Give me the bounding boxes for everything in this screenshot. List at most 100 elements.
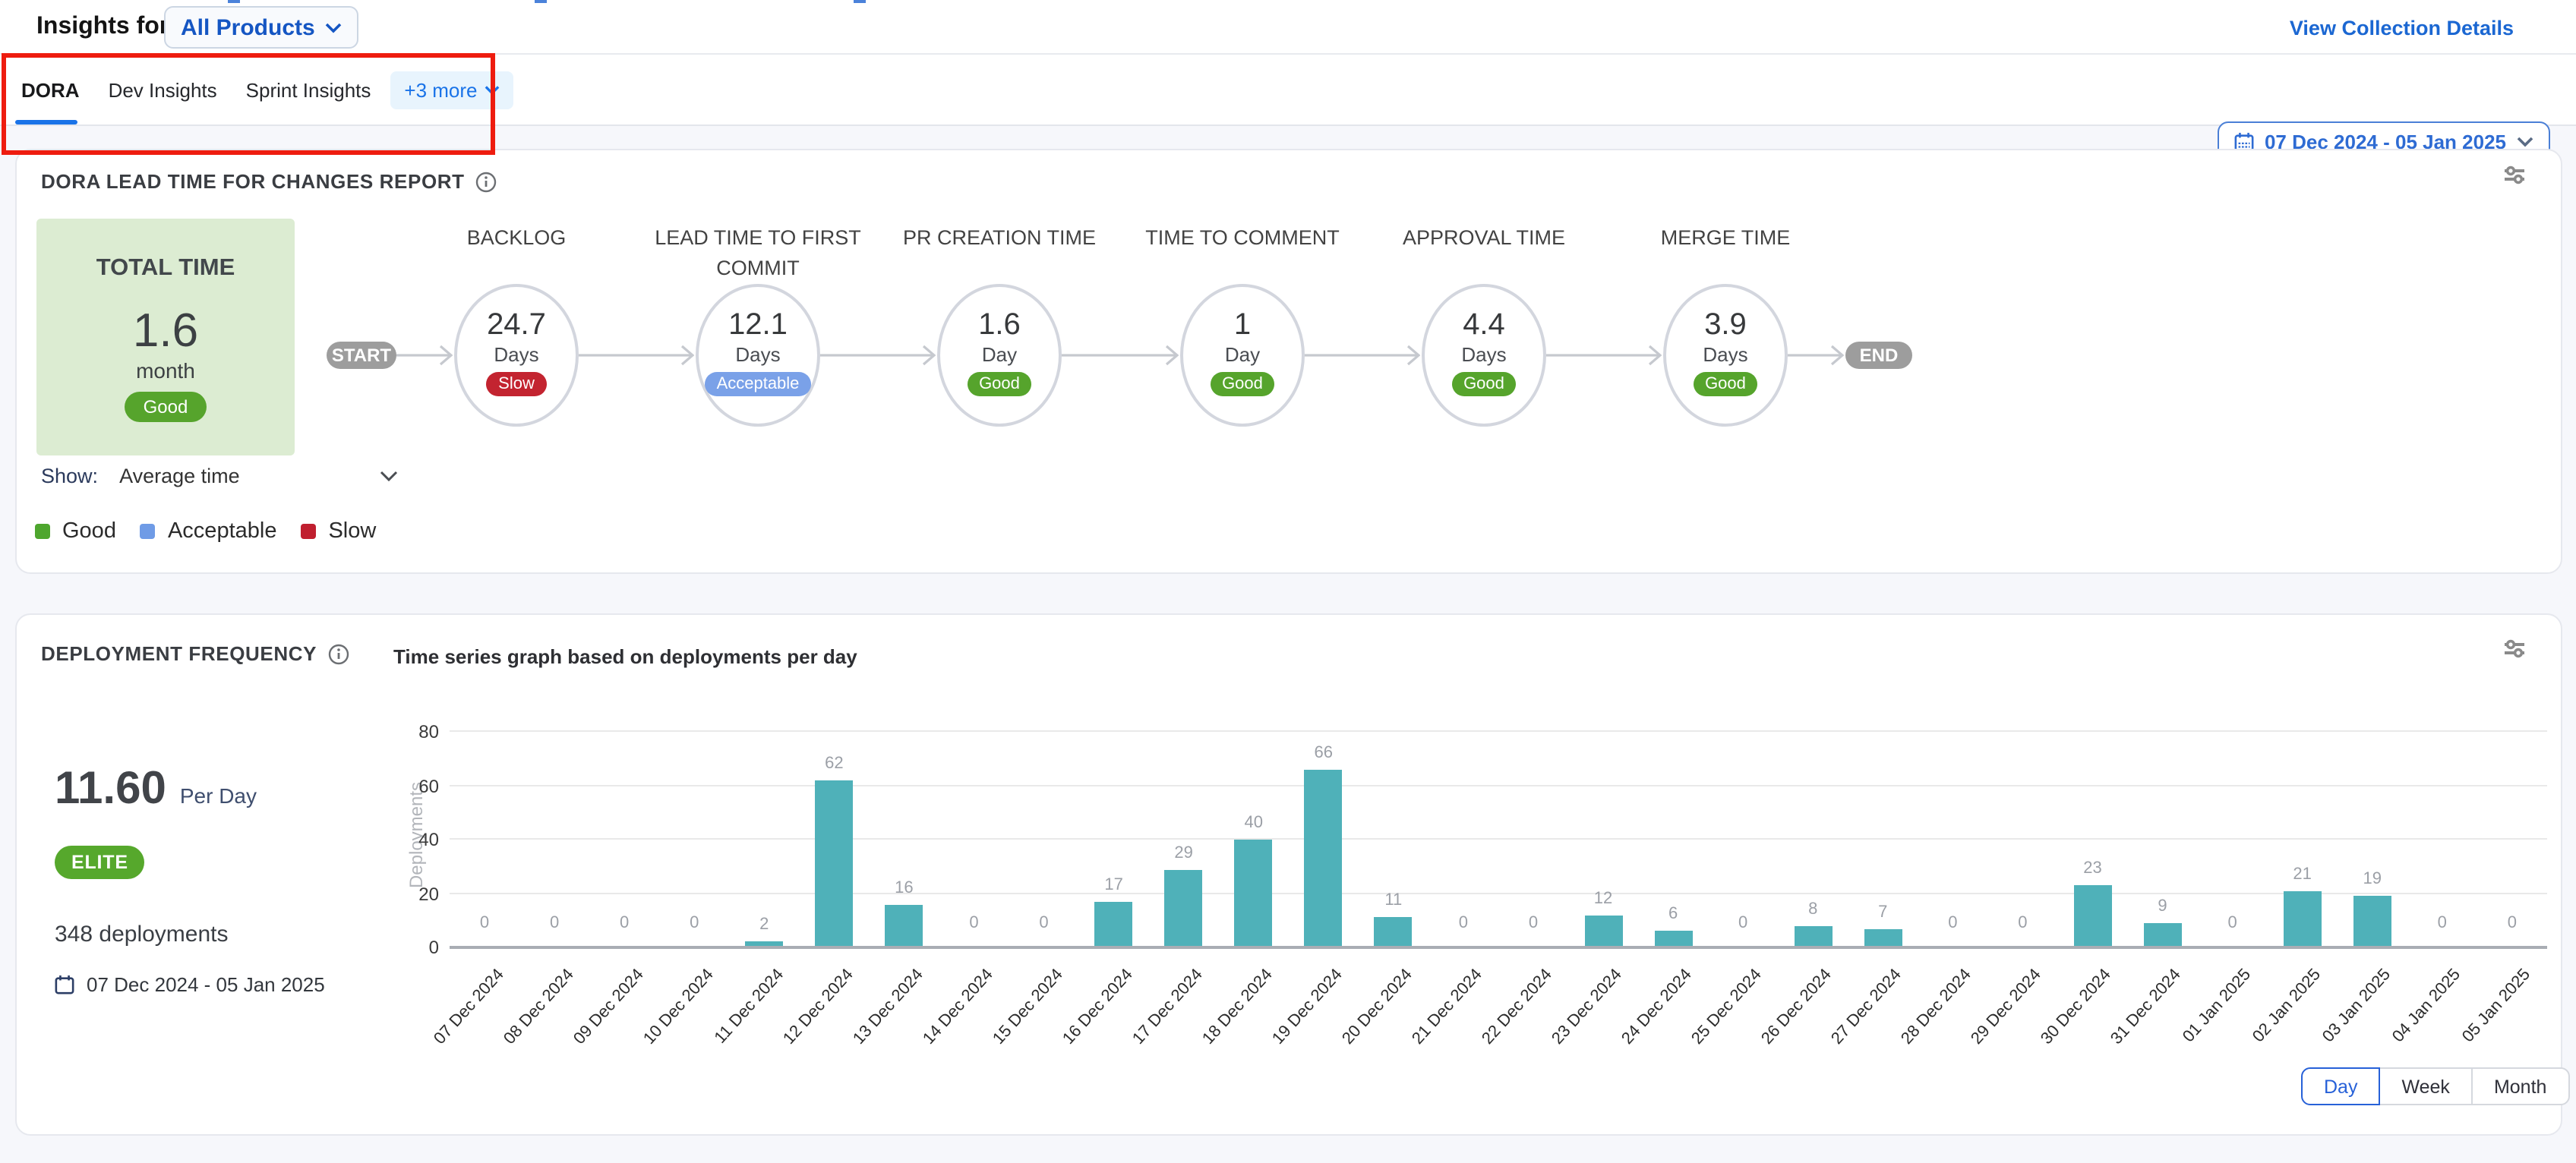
bar[interactable] (2073, 885, 2111, 947)
bar-slot[interactable]: 2 (729, 730, 799, 947)
bar-value-label: 0 (2438, 914, 2447, 932)
bar-slot[interactable]: 0 (450, 730, 519, 947)
bar[interactable] (1654, 931, 1692, 947)
bar-slot[interactable]: 23 (2057, 730, 2127, 947)
bar-slot[interactable]: 0 (519, 730, 589, 947)
bar[interactable] (885, 905, 923, 947)
stage-value: 3.9 (1666, 308, 1785, 342)
bar-slot[interactable]: 0 (2477, 730, 2547, 947)
bar-slot[interactable]: 17 (1079, 730, 1149, 947)
granularity-week[interactable]: Week (2379, 1067, 2472, 1105)
info-icon[interactable] (327, 643, 349, 664)
bar-slot[interactable]: 16 (869, 730, 939, 947)
bar-slot[interactable]: 0 (2198, 730, 2268, 947)
bar[interactable] (1235, 840, 1273, 947)
bar[interactable] (815, 780, 853, 947)
flow-arrow (1305, 343, 1420, 367)
bar-value-label: 0 (690, 914, 699, 932)
stage-value: 12.1 (699, 308, 817, 342)
bar[interactable] (1305, 770, 1343, 947)
bar-value-label: 0 (969, 914, 978, 932)
show-metric-dropdown[interactable]: Show: Average time (41, 465, 398, 487)
bar-slot[interactable]: 66 (1289, 730, 1359, 947)
stage-pr-creation-time[interactable]: 1.6DayGood (937, 284, 1062, 427)
chart-title: Time series graph based on deployments p… (393, 645, 857, 668)
stage-rating-badge: Acceptable (705, 372, 812, 396)
bar[interactable] (1375, 917, 1413, 947)
bar-slot[interactable]: 12 (1568, 730, 1638, 947)
bar-value-label: 11 (1384, 891, 1402, 909)
granularity-day[interactable]: Day (2301, 1067, 2380, 1105)
bar-slot[interactable]: 0 (1428, 730, 1498, 947)
more-tabs-dropdown[interactable]: +3 more (390, 71, 513, 109)
stage-label: APPROVAL TIME (1365, 223, 1602, 253)
bar-slot[interactable]: 0 (589, 730, 659, 947)
flow-arrow (820, 343, 936, 367)
deployment-frequency-card: DEPLOYMENT FREQUENCY Time series graph b… (15, 613, 2562, 1136)
stage-time-to-comment[interactable]: 1DayGood (1180, 284, 1305, 427)
chevron-down-icon (326, 22, 343, 33)
bar-slot[interactable]: 29 (1149, 730, 1219, 947)
chart-settings-icon[interactable] (2503, 638, 2526, 659)
flow-arrow (396, 343, 453, 367)
page-header: Insights for All Products View Collectio… (0, 0, 2576, 55)
bar-slot[interactable]: 11 (1359, 730, 1428, 947)
tab-sprint-insights[interactable]: Sprint Insights (246, 78, 371, 101)
bar-slot[interactable]: 0 (1918, 730, 1987, 947)
tab-dev-insights[interactable]: Dev Insights (109, 78, 217, 101)
bar-slot[interactable]: 62 (799, 730, 869, 947)
bar-value-label: 16 (895, 879, 914, 897)
bar-slot[interactable]: 19 (2338, 730, 2407, 947)
bar-slot[interactable]: 40 (1219, 730, 1289, 947)
bar-slot[interactable]: 0 (1009, 730, 1079, 947)
bar-slot[interactable]: 6 (1638, 730, 1708, 947)
bar[interactable] (2144, 923, 2182, 947)
elite-badge: ELITE (55, 846, 145, 879)
bar[interactable] (1864, 929, 1902, 947)
stage-lead-time-to-first-commit[interactable]: 12.1DaysAcceptable (696, 284, 820, 427)
stage-label: BACKLOG (398, 223, 635, 253)
bar[interactable] (1165, 870, 1203, 947)
stage-rating-badge: Slow (486, 372, 547, 396)
stage-approval-time[interactable]: 4.4DaysGood (1422, 284, 1546, 427)
tab-dora[interactable]: DORA (21, 78, 80, 101)
bar-slot[interactable]: 21 (2268, 730, 2338, 947)
info-icon[interactable] (475, 171, 497, 192)
bar-value-label: 0 (1529, 914, 1538, 932)
bar-slot[interactable]: 9 (2128, 730, 2198, 947)
stage-merge-time[interactable]: 3.9DaysGood (1663, 284, 1788, 427)
bar-slot[interactable]: 0 (1708, 730, 1778, 947)
stage-unit: Day (940, 342, 1059, 367)
bar[interactable] (1095, 902, 1133, 947)
page-title: Insights for (36, 14, 169, 41)
flow-start-pill: START (327, 342, 396, 369)
chart-settings-icon[interactable] (2503, 164, 2526, 185)
show-label: Show: (41, 465, 98, 487)
stage-rating-badge: Good (1451, 372, 1517, 396)
bar-value-label: 0 (2018, 914, 2027, 932)
product-selector-dropdown[interactable]: All Products (164, 6, 359, 49)
bar[interactable] (2353, 896, 2391, 947)
bar-value-label: 0 (620, 914, 629, 932)
calendar-icon (55, 975, 74, 994)
stage-backlog[interactable]: 24.7DaysSlow (454, 284, 579, 427)
bar-slot[interactable]: 0 (659, 730, 729, 947)
stage-unit: Days (457, 342, 576, 367)
x-axis-tick-labels: 07 Dec 202408 Dec 202409 Dec 202410 Dec … (450, 957, 2547, 1054)
total-time-box: TOTAL TIME 1.6 month Good (36, 219, 295, 455)
bar-slot[interactable]: 0 (1498, 730, 1568, 947)
bar-slot[interactable]: 0 (2407, 730, 2477, 947)
bar[interactable] (1584, 916, 1622, 947)
view-collection-details-link[interactable]: View Collection Details (2290, 17, 2514, 39)
bar-slot[interactable]: 0 (1987, 730, 2057, 947)
bar-slot[interactable]: 0 (939, 730, 1009, 947)
bar-slot[interactable]: 7 (1848, 730, 1918, 947)
flow-arrow (1788, 343, 1844, 367)
bar-slot[interactable]: 8 (1778, 730, 1848, 947)
lead-time-report-card: DORA LEAD TIME FOR CHANGES REPORT TOTAL … (15, 149, 2562, 574)
bar[interactable] (1794, 926, 1832, 947)
bar[interactable] (2284, 891, 2322, 947)
total-time-rating-badge: Good (125, 392, 207, 422)
bar-value-label: 29 (1174, 844, 1193, 862)
granularity-month[interactable]: Month (2471, 1067, 2570, 1105)
